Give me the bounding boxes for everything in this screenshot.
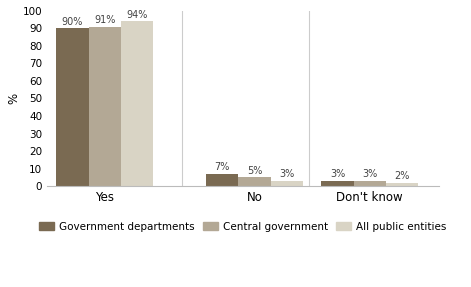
Text: 5%: 5% <box>247 166 262 176</box>
Text: 3%: 3% <box>330 169 345 179</box>
Bar <box>206 174 238 186</box>
Legend: Government departments, Central government, All public entities: Government departments, Central governme… <box>35 218 451 236</box>
Bar <box>121 22 153 186</box>
Bar <box>386 183 418 186</box>
Text: 2%: 2% <box>394 171 410 181</box>
Text: 90%: 90% <box>62 17 83 27</box>
Text: 3%: 3% <box>362 169 377 179</box>
Bar <box>321 181 354 186</box>
Bar <box>271 181 303 186</box>
Text: 3%: 3% <box>279 169 294 179</box>
Bar <box>238 177 271 186</box>
Text: 94%: 94% <box>126 10 148 20</box>
Text: 91%: 91% <box>94 15 115 25</box>
Y-axis label: %: % <box>7 93 20 104</box>
Bar <box>354 181 386 186</box>
Text: 7%: 7% <box>215 162 230 172</box>
Bar <box>89 27 121 186</box>
Bar <box>57 28 89 186</box>
